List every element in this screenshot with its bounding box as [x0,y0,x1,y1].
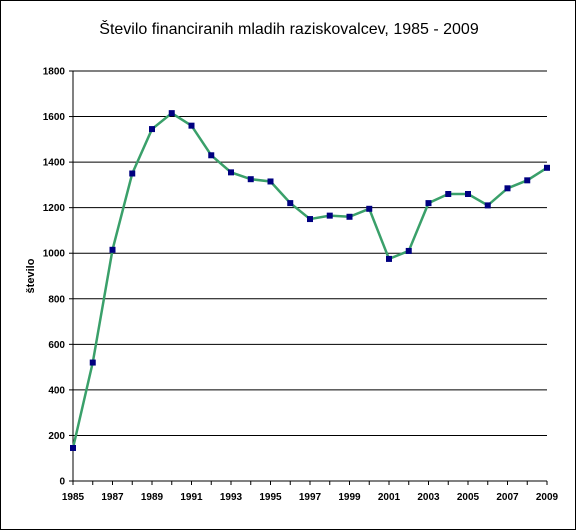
data-point-2002 [405,247,412,254]
data-point-1999 [346,213,353,220]
data-point-1994 [247,176,254,183]
y-tick-label: 1000 [43,249,66,260]
data-point-1988 [129,170,136,177]
y-axis-title: število [25,258,37,293]
y-tick-label: 1600 [43,112,66,123]
axes [69,70,548,485]
data-point-1989 [149,126,155,133]
x-tick-label: 2007 [496,492,519,503]
x-tick-label: 1991 [180,492,203,503]
y-tick-label: 600 [48,340,65,351]
data-point-2004 [445,191,452,197]
data-point-2009 [544,164,550,171]
data-point-1991 [188,122,195,129]
y-tick-label: 1200 [43,203,66,214]
y-tick-labels: 0 200 400 600 800 1000 1200 1400 1600 1800 [43,67,66,488]
y-tick-label: 200 [48,431,65,442]
data-point-1987 [109,246,116,253]
data-point-2007 [504,185,511,192]
x-tick-label: 1997 [299,492,322,503]
x-tick-label: 1989 [141,492,164,503]
data-point-2005 [465,191,471,197]
x-tick-label: 2005 [457,492,480,503]
y-tick-label: 400 [48,385,65,396]
data-point-1992 [208,152,215,159]
data-point-1998 [326,212,333,219]
x-tick-label: 1999 [338,492,361,503]
data-point-1986 [89,359,96,366]
x-tick-label: 2001 [378,492,401,503]
data-point-1995 [267,178,274,185]
data-point-1993 [228,169,234,176]
chart-title: Število financiranih mladih raziskovalce… [99,21,479,38]
series [70,110,550,451]
x-tick-labels: 1985 1987 1989 1991 1993 1995 1997 1999 2001 2003… [62,492,559,503]
x-tick-label: 1993 [220,492,243,503]
x-tick-label: 1987 [101,492,124,503]
data-point-1997 [307,216,313,223]
data-point-1985 [70,444,76,451]
data-point-1990 [168,110,175,117]
data-point-2008 [524,177,531,184]
data-point-2001 [386,255,392,262]
data-point-2006 [484,202,491,209]
data-point-2000 [366,205,373,212]
gridlines [73,70,547,436]
data-point-2003 [425,200,432,207]
y-tick-label: 1800 [43,67,66,78]
series-line [71,111,548,449]
x-tick-label: 1985 [62,492,85,503]
y-tick-label: 0 [59,477,65,488]
data-point-1996 [287,200,294,207]
x-tick-label: 2003 [417,492,440,503]
y-tick-label: 800 [48,294,65,305]
y-tick-label: 1400 [43,158,66,169]
x-tick-label: 1995 [259,492,282,503]
x-tick-label: 2009 [536,492,559,503]
